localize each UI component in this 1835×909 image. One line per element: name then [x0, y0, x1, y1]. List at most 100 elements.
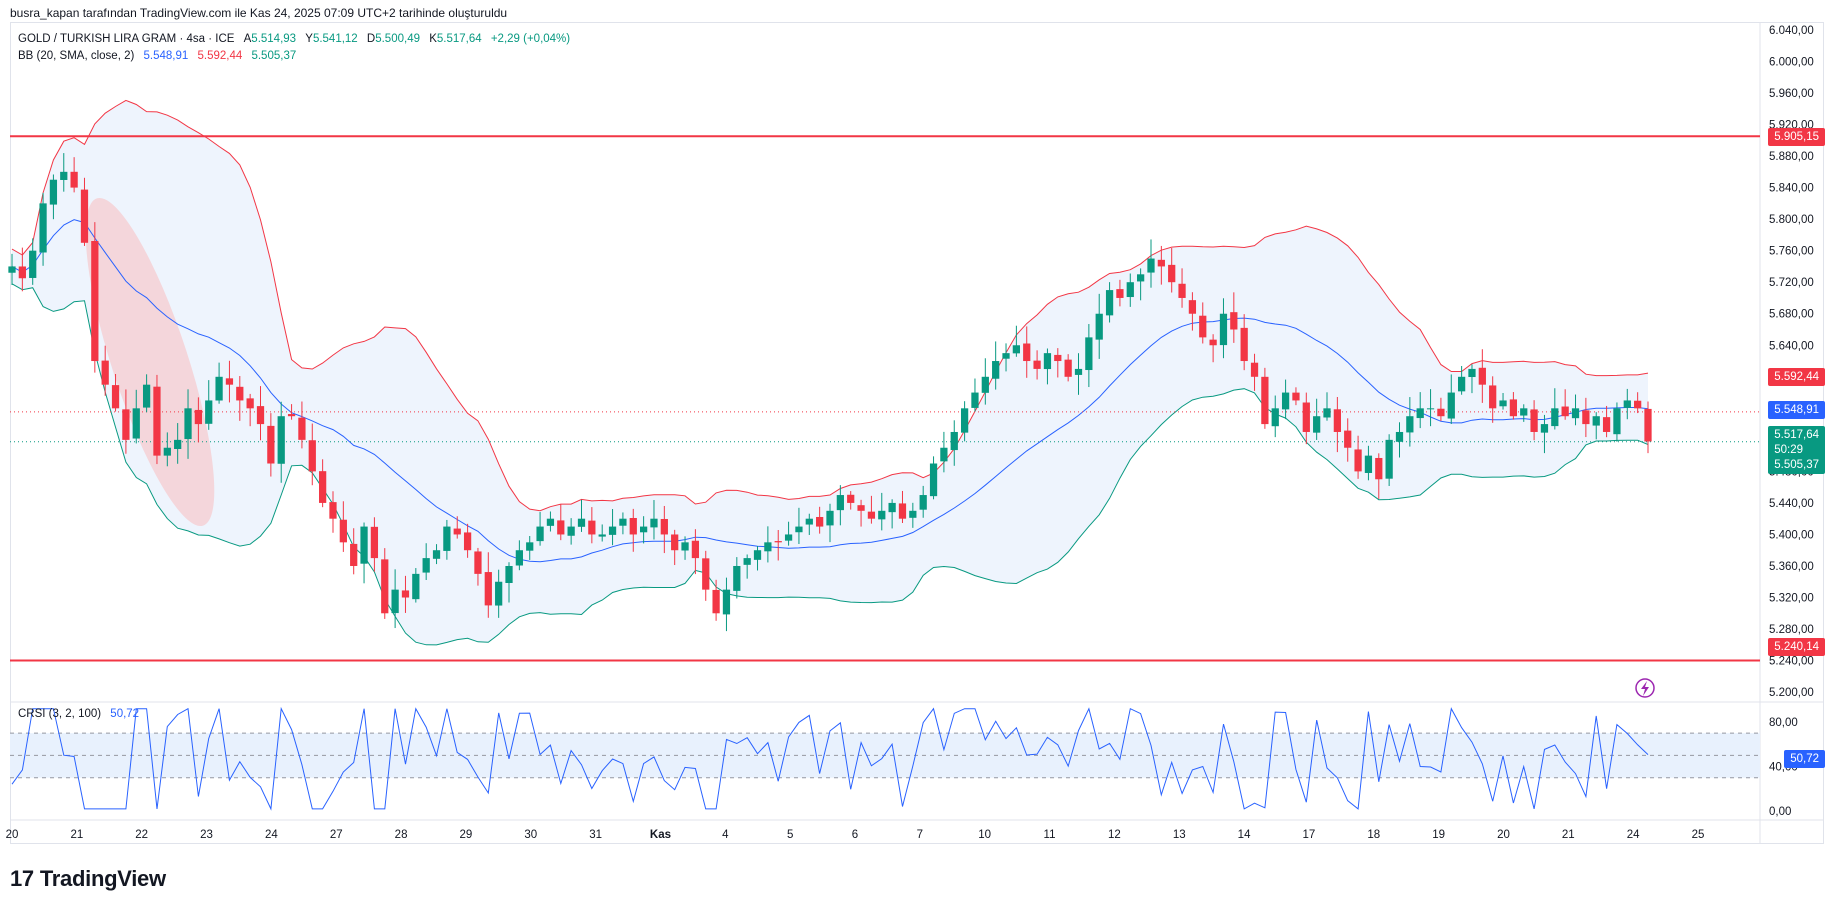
candle-body: [743, 558, 751, 565]
candle-body: [1644, 408, 1652, 442]
crsi-value: 50,72: [110, 708, 140, 720]
candle-body: [650, 518, 658, 528]
candle-body: [1292, 392, 1300, 401]
candle-body: [774, 541, 782, 543]
candle-body: [1437, 408, 1445, 417]
candle-body: [1199, 315, 1207, 338]
candle-body: [287, 414, 296, 417]
time-axis-tick: 5: [787, 829, 793, 841]
candle-body: [256, 406, 265, 425]
candle-body: [1085, 337, 1093, 371]
bb-basis-line: [11, 219, 1649, 563]
candle-body: [246, 398, 254, 409]
candle-body: [422, 558, 430, 573]
time-axis-tick: 21: [70, 829, 83, 841]
candle-body: [1385, 439, 1393, 479]
candle-body: [205, 400, 213, 424]
candle-body: [194, 409, 203, 425]
candle-body: [733, 565, 741, 591]
candle-body: [18, 266, 26, 279]
time-axis-tick: 24: [1627, 829, 1640, 841]
change-value: +2,29 (+0,04%): [490, 33, 571, 45]
candle-body: [1344, 430, 1352, 448]
price-axis-tick: 5.840,00: [1769, 183, 1814, 195]
price-axis-tick: 5.360,00: [1769, 561, 1814, 573]
candle-body: [267, 425, 275, 464]
flash-icon-ring: [1635, 678, 1655, 698]
candle-body: [401, 590, 410, 598]
bar-countdown: 50:29: [1774, 444, 1804, 456]
candle-body: [1105, 290, 1114, 316]
candle-body: [1354, 449, 1362, 472]
candle-body: [319, 471, 327, 503]
candle-body: [1240, 327, 1248, 362]
candle-body: [1002, 353, 1010, 359]
time-axis-tick: 19: [1432, 829, 1445, 841]
candle-body: [29, 250, 37, 278]
candle-body: [91, 240, 99, 362]
bb-upper-price-tag: 5.592,44: [1768, 368, 1825, 386]
candle-body: [360, 526, 368, 564]
replay-flash-icon: [1635, 678, 1655, 698]
price-axis-tick: 5.400,00: [1769, 529, 1814, 541]
candle-body: [1551, 408, 1559, 427]
price-axis-tick: 5.280,00: [1769, 624, 1814, 636]
time-axis-tick: 25: [1692, 829, 1705, 841]
price-axis-tick: 6.000,00: [1769, 56, 1814, 68]
candle-body: [639, 526, 648, 533]
candle-body: [826, 510, 834, 526]
candle-body: [515, 550, 523, 566]
candle-body: [836, 495, 844, 511]
candle-body: [681, 542, 689, 551]
candle-body: [888, 502, 896, 513]
last-price-tag: 5.517,64 50:29: [1768, 426, 1825, 460]
candle-body: [1489, 385, 1497, 409]
candle-body: [1271, 408, 1279, 427]
candle-body: [1582, 410, 1590, 425]
candle-body: [1261, 376, 1269, 425]
candle-body: [1623, 400, 1631, 408]
candle-body: [1468, 368, 1476, 378]
highlight-ellipse-drawing: [85, 197, 215, 527]
candle-body: [691, 540, 700, 559]
price-legend: GOLD / TURKISH LIRA GRAM · 4sa · ICE A5.…: [18, 33, 570, 45]
candle-body: [236, 386, 244, 401]
time-axis-tick: 27: [330, 829, 343, 841]
time-axis-tick: 17: [1303, 829, 1316, 841]
candle-body: [671, 534, 679, 551]
candle-body: [1613, 408, 1621, 435]
time-axis-tick: 29: [460, 829, 473, 841]
candle-body: [1634, 400, 1642, 409]
candle-body: [1137, 274, 1145, 282]
time-axis-tick: 11: [1044, 829, 1056, 841]
price-axis-tick: 5.960,00: [1769, 88, 1814, 100]
candle-body: [1219, 313, 1228, 346]
candle-body: [526, 542, 534, 551]
resistance-price-tag: 5.905,15: [1768, 128, 1825, 146]
candle-body: [1395, 431, 1404, 442]
candle-body: [546, 518, 555, 526]
price-axis-tick: 5.680,00: [1769, 309, 1814, 321]
candle-body: [929, 463, 938, 497]
candle-body: [225, 378, 234, 385]
candle-body: [122, 409, 130, 440]
time-axis-tick: 4: [722, 829, 729, 841]
candle-body: [898, 503, 907, 519]
candle-body: [1033, 360, 1041, 369]
price-axis-tick: 5.440,00: [1769, 498, 1814, 510]
candle-body: [412, 573, 420, 600]
low-value: 5.500,49: [375, 33, 420, 45]
time-axis-tick: 20: [6, 829, 19, 841]
candle-body: [174, 439, 182, 449]
candle-body: [184, 408, 192, 440]
candle-body: [1426, 408, 1435, 410]
candle-body: [960, 408, 969, 433]
tradingview-logo-text: TradingView: [39, 866, 166, 891]
candle-body: [132, 408, 140, 439]
candle-body: [1126, 282, 1134, 298]
candle-body: [536, 526, 544, 542]
candle-body: [598, 534, 606, 537]
candle-body: [992, 361, 1000, 379]
tradingview-logo[interactable]: 17 TradingView: [10, 866, 166, 892]
